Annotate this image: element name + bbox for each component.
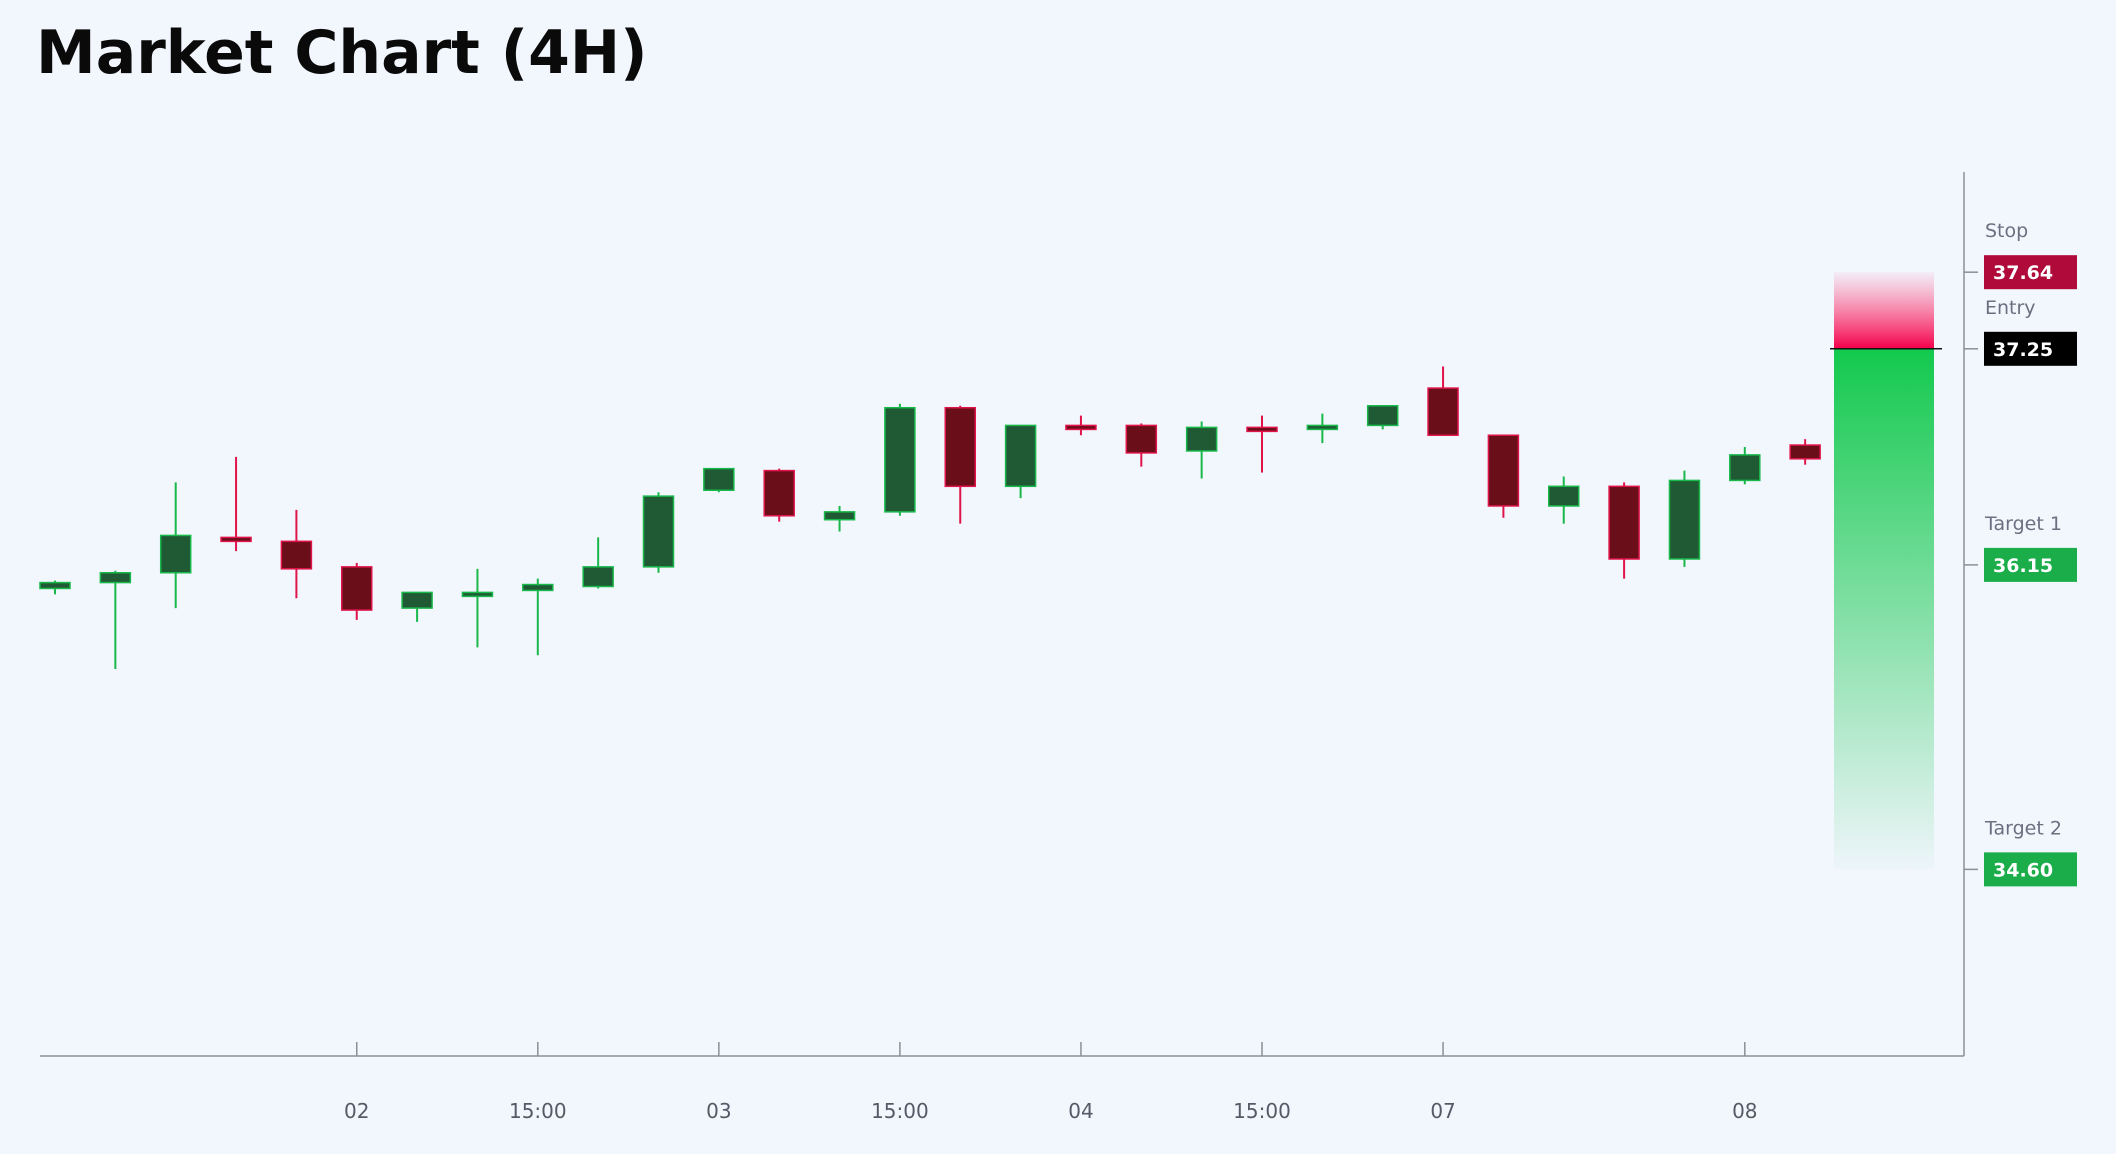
level-value-box	[1984, 852, 2077, 887]
candles	[39, 366, 1821, 670]
candle	[642, 492, 675, 573]
candle-body	[1789, 444, 1821, 460]
candle-body	[763, 469, 795, 517]
candle-body	[39, 581, 71, 590]
x-tick-label: 15:00	[1233, 1099, 1291, 1123]
candle	[280, 509, 313, 599]
candle-body	[461, 591, 494, 598]
candle-body	[582, 566, 614, 588]
level-value-box	[1984, 255, 2077, 290]
candle	[1729, 447, 1761, 485]
candle	[220, 456, 252, 552]
candle	[39, 580, 71, 595]
x-tick-label: 04	[1068, 1099, 1093, 1123]
candle-body	[884, 406, 916, 513]
chart-axes	[40, 172, 1965, 1057]
price-level-target1: Target 1 36.15	[1964, 513, 2077, 582]
candle	[944, 405, 976, 524]
candle	[763, 468, 795, 522]
level-name-entry: Entry	[1985, 297, 2036, 319]
candle	[1668, 470, 1701, 567]
price-levels: Stop 37.64 Entry 37.25 Target 1 36.15 Target 2…	[1964, 220, 2077, 887]
candle-body	[642, 495, 675, 568]
candle-body	[1065, 424, 1097, 431]
level-name-target1: Target 1	[1984, 513, 2062, 535]
candle-body	[522, 583, 554, 592]
stop-loss-zone	[1834, 272, 1934, 349]
x-tick-label: 07	[1430, 1099, 1455, 1123]
price-level-entry: Entry 37.25	[1964, 297, 2077, 366]
candle	[1185, 421, 1218, 479]
candle	[1487, 434, 1520, 518]
candle	[159, 482, 192, 609]
candle	[823, 505, 856, 532]
candle	[522, 578, 554, 656]
take-profit-zone	[1834, 348, 1934, 870]
candle-body	[401, 591, 433, 609]
candle-body	[1487, 434, 1520, 507]
level-value-target2: 34.60	[1993, 859, 2053, 881]
candle-body	[1004, 424, 1037, 488]
candle-body	[1427, 387, 1459, 436]
candle	[99, 570, 132, 670]
candle-body	[99, 571, 132, 584]
candle	[1608, 482, 1640, 579]
candle	[1065, 415, 1097, 436]
level-value-entry: 37.25	[1993, 339, 2053, 361]
candle	[1427, 366, 1459, 436]
price-level-stop: Stop 37.64	[1964, 220, 2077, 290]
x-axis-ticks: 02 15:00 03 15:00 04 15:00 07 08	[344, 1042, 1758, 1123]
candle-body	[1548, 485, 1580, 507]
candle	[1306, 413, 1339, 444]
candle	[703, 467, 735, 493]
level-value-box	[1984, 331, 2077, 366]
level-name-target2: Target 2	[1984, 817, 2062, 839]
candle-body	[703, 467, 735, 491]
candle-body	[1185, 426, 1218, 452]
level-value-stop: 37.64	[1993, 262, 2053, 284]
level-value-box	[1984, 547, 2077, 582]
candle	[1125, 423, 1158, 467]
candle-body	[341, 566, 373, 611]
candle-body	[1246, 426, 1278, 433]
candle	[401, 591, 433, 622]
candle-body	[1729, 454, 1761, 482]
candle-body	[159, 534, 192, 574]
x-tick-label: 15:00	[509, 1099, 567, 1123]
candle-body	[1366, 405, 1399, 427]
x-tick-label: 08	[1732, 1099, 1757, 1123]
candle-body	[944, 406, 976, 488]
page-title: Market Chart (4H)	[36, 18, 648, 88]
candle	[1004, 424, 1037, 499]
level-value-target1: 36.15	[1993, 555, 2053, 577]
x-tick-label: 03	[706, 1099, 731, 1123]
risk-reward-zone	[1830, 272, 1942, 870]
x-tick-label: 02	[344, 1099, 369, 1123]
candle	[341, 562, 373, 620]
candle-body	[1125, 424, 1158, 454]
x-tick-label: 15:00	[871, 1099, 929, 1123]
price-level-target2: Target 2 34.60	[1964, 817, 2077, 887]
candle	[1548, 476, 1580, 524]
level-name-stop: Stop	[1985, 220, 2028, 242]
candle	[884, 403, 916, 516]
candle	[582, 537, 614, 589]
candle-body	[220, 536, 252, 543]
candle	[1366, 405, 1399, 430]
candle-body	[1668, 479, 1701, 560]
candle	[461, 568, 494, 648]
candle-body	[1306, 424, 1339, 431]
candle-body	[280, 540, 313, 570]
candle	[1789, 439, 1821, 465]
candle-body	[1608, 485, 1640, 560]
candle	[1246, 415, 1278, 473]
candle-body	[823, 511, 856, 521]
